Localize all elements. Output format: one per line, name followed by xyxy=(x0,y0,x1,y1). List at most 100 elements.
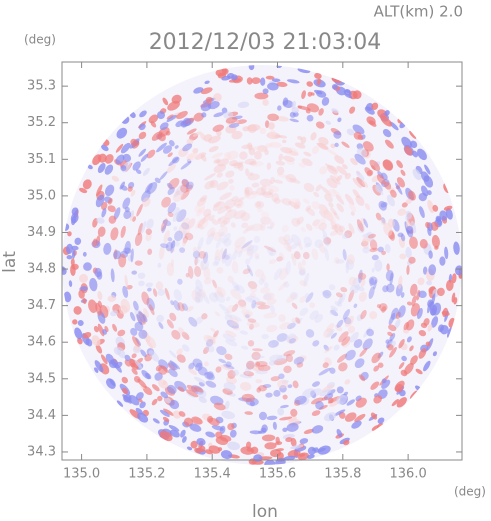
echo xyxy=(111,175,120,182)
echo xyxy=(301,259,306,266)
echo xyxy=(248,147,256,156)
echo xyxy=(335,292,343,298)
echo xyxy=(362,141,374,152)
echo xyxy=(324,346,333,353)
echo xyxy=(246,77,253,85)
echo xyxy=(224,315,234,323)
echo xyxy=(344,230,353,239)
echo xyxy=(336,394,348,405)
echo xyxy=(276,166,285,175)
echo xyxy=(172,156,180,164)
y-tick-label: 35.0 xyxy=(27,188,56,203)
echo xyxy=(306,114,314,122)
echo xyxy=(82,179,92,190)
echo xyxy=(453,241,460,255)
echo xyxy=(196,437,206,446)
echo xyxy=(174,190,180,198)
echo xyxy=(294,198,300,206)
echo xyxy=(147,181,158,195)
echo xyxy=(224,151,232,161)
echo xyxy=(322,362,329,369)
echo xyxy=(186,152,196,162)
echo xyxy=(71,215,77,226)
echo xyxy=(172,211,180,222)
echo xyxy=(231,161,244,167)
echo xyxy=(266,324,278,333)
echo xyxy=(331,77,342,84)
echo xyxy=(441,310,450,316)
echo xyxy=(158,379,169,389)
echo xyxy=(330,220,339,233)
echo xyxy=(311,201,321,210)
echo xyxy=(200,132,206,141)
echo xyxy=(411,295,417,307)
echo xyxy=(273,197,281,205)
echo xyxy=(334,142,339,148)
echo xyxy=(249,254,254,260)
echo xyxy=(350,157,358,166)
echo xyxy=(257,364,271,372)
echo xyxy=(160,218,168,232)
echo xyxy=(315,121,325,129)
echo xyxy=(216,266,224,274)
echo xyxy=(246,360,256,370)
echo xyxy=(79,187,88,194)
echo xyxy=(246,245,259,255)
echo xyxy=(231,303,239,312)
echo xyxy=(315,90,327,98)
echo xyxy=(260,222,266,232)
echo xyxy=(146,297,155,311)
echo xyxy=(239,151,248,160)
echo xyxy=(318,367,331,376)
echo xyxy=(384,139,394,149)
echo xyxy=(167,202,177,214)
echo xyxy=(229,159,238,167)
echo xyxy=(174,145,179,149)
echo xyxy=(222,248,227,260)
echo xyxy=(186,128,197,135)
echo xyxy=(196,246,201,252)
echo xyxy=(120,185,128,191)
echo xyxy=(187,218,196,229)
echo xyxy=(145,233,152,242)
echo xyxy=(345,193,355,206)
echo xyxy=(444,246,449,260)
echo xyxy=(122,285,129,298)
echo xyxy=(241,241,252,252)
echo xyxy=(229,429,237,438)
echo xyxy=(172,190,184,202)
echo xyxy=(329,175,341,185)
echo xyxy=(386,194,395,207)
echo xyxy=(224,353,233,360)
echo xyxy=(302,251,310,260)
echo xyxy=(169,350,177,359)
echo xyxy=(303,151,312,157)
echo xyxy=(362,246,370,254)
echo xyxy=(309,302,316,309)
echo xyxy=(200,261,204,271)
echo xyxy=(259,127,267,135)
echo xyxy=(134,321,144,332)
echo xyxy=(138,148,147,157)
echo xyxy=(218,358,227,364)
echo xyxy=(185,181,194,190)
echo xyxy=(398,362,405,370)
echo xyxy=(246,264,254,277)
echo xyxy=(424,164,431,175)
echo xyxy=(418,192,427,202)
echo xyxy=(237,299,247,307)
echo xyxy=(264,459,276,465)
echo xyxy=(127,186,133,192)
echo xyxy=(358,291,367,302)
echo xyxy=(254,200,265,209)
echo xyxy=(330,332,337,339)
echo xyxy=(208,135,221,144)
echo xyxy=(258,277,265,286)
echo xyxy=(264,120,270,128)
echo xyxy=(226,320,239,329)
echo xyxy=(377,109,388,119)
echo xyxy=(208,146,219,153)
echo xyxy=(309,310,319,320)
echo xyxy=(131,270,137,275)
echo xyxy=(279,416,293,421)
